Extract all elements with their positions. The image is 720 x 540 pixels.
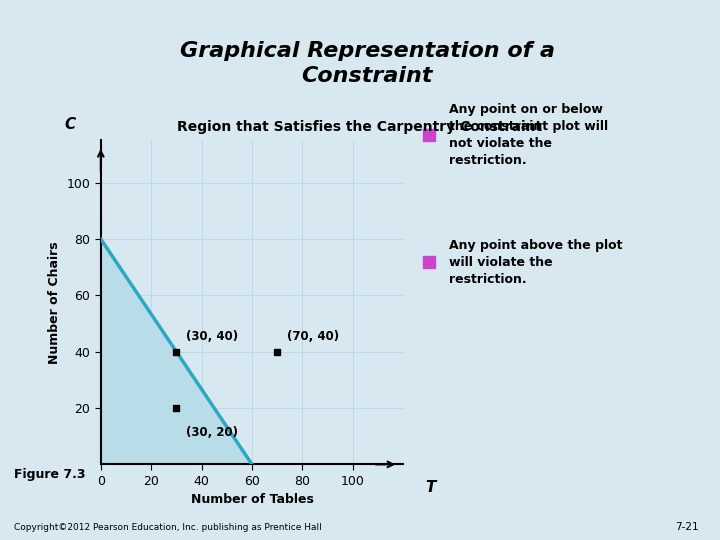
- Text: Region that Satisfies the Carpentry Constraint: Region that Satisfies the Carpentry Cons…: [177, 120, 543, 134]
- Text: (30, 20): (30, 20): [186, 426, 238, 439]
- Y-axis label: Number of Chairs: Number of Chairs: [48, 241, 61, 364]
- Text: 7-21: 7-21: [675, 522, 698, 532]
- Text: (70, 40): (70, 40): [287, 330, 339, 343]
- X-axis label: Number of Tables: Number of Tables: [191, 494, 313, 507]
- Polygon shape: [101, 239, 252, 464]
- Text: T: T: [426, 480, 436, 495]
- Text: C: C: [65, 117, 76, 132]
- Text: Copyright©2012 Pearson Education, Inc. publishing as Prentice Hall: Copyright©2012 Pearson Education, Inc. p…: [14, 523, 322, 532]
- Text: Any point above the plot
will violate the
restriction.: Any point above the plot will violate th…: [449, 239, 622, 286]
- Text: Figure 7.3: Figure 7.3: [14, 468, 86, 481]
- Text: Graphical Representation of a
Constraint: Graphical Representation of a Constraint: [180, 41, 554, 86]
- Text: Any point on or below
the constraint plot will
not violate the
restriction.: Any point on or below the constraint plo…: [449, 103, 608, 167]
- Text: (30, 40): (30, 40): [186, 330, 238, 343]
